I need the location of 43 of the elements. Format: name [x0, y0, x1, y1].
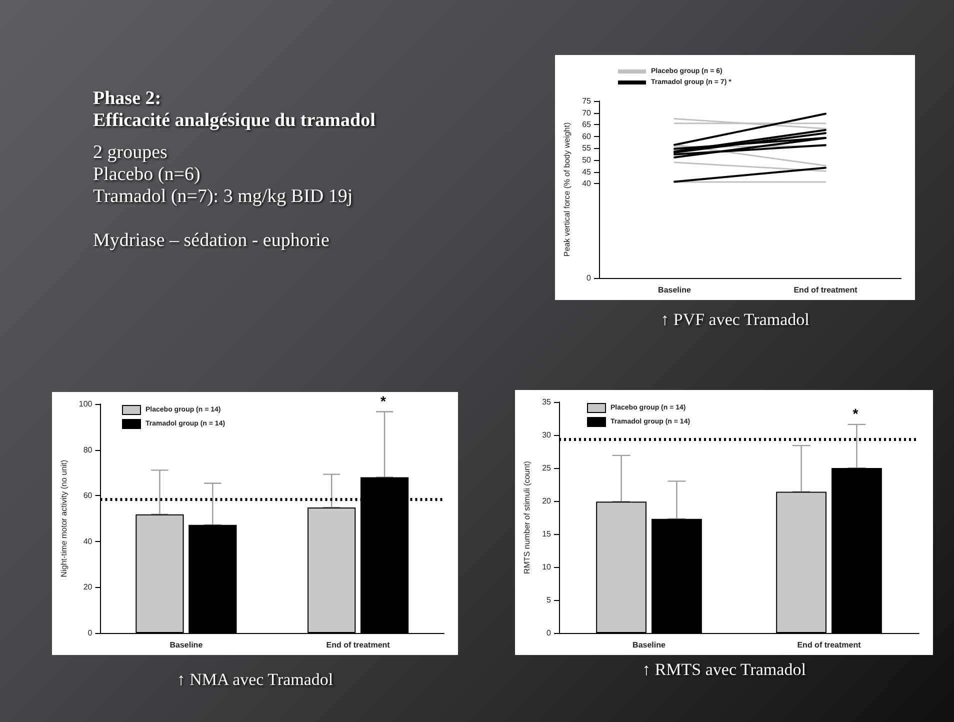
text: ↑ PVF avec Tramadol [660, 310, 810, 330]
text: ↑ NMA avec Tramadol [176, 670, 334, 690]
x-tick-label: Baseline [632, 640, 666, 650]
text: Tramadol (n=7): 3 mg/kg BID 19j [93, 186, 354, 208]
y-tick-label: 30 [542, 430, 552, 440]
x-tick-label: End of treatment [794, 286, 858, 294]
x-tick-label: End of treatment [797, 640, 862, 650]
y-tick-label: 40 [83, 536, 93, 546]
y-tick-label: 35 [542, 398, 552, 406]
y-tick-label: 25 [542, 464, 552, 472]
x-tick-label: End of treatment [326, 640, 390, 650]
x-tick-label: Baseline [658, 286, 692, 294]
y-tick-label: 20 [83, 582, 93, 592]
y-tick-label: 60 [83, 491, 93, 500]
y-tick-label: 45 [582, 167, 592, 176]
y-tick-label: 0 [546, 628, 552, 638]
y-axis-title: Peak vertical force (% of body weight) [562, 122, 572, 257]
y-tick-label: 55 [582, 144, 592, 153]
y-tick-label: 75 [582, 96, 592, 106]
y-tick-label: 5 [546, 596, 552, 604]
text: Placebo (n=6) [93, 164, 202, 186]
y-tick-label: 40 [582, 179, 592, 188]
x-tick-label: Baseline [170, 640, 204, 650]
text: Mydriase – sédation - euphorie [93, 230, 330, 252]
text: 2 groupes [93, 142, 168, 164]
y-tick-label: 10 [542, 562, 552, 572]
y-tick-label: 50 [582, 156, 592, 164]
annotation: * [380, 392, 387, 409]
text: Phase 2: [93, 88, 162, 110]
y-axis-title: Night-time motor activity (no unit) [60, 459, 68, 578]
text: ↑ RMTS avec Tramadol [641, 660, 807, 680]
text: Efficacité analgésique du tramadol [93, 110, 376, 132]
y-axis-title: RMTS number of stimuli (count) [522, 460, 532, 574]
y-tick-label: 0 [586, 274, 592, 282]
y-tick-label: 100 [78, 400, 93, 408]
y-tick-label: 80 [83, 445, 93, 454]
y-tick-label: 70 [582, 108, 592, 118]
annotation: * [852, 405, 859, 422]
y-tick-label: 20 [542, 496, 552, 506]
y-tick-label: 60 [582, 132, 592, 141]
y-tick-label: 65 [582, 120, 592, 130]
y-tick-label: 0 [88, 628, 93, 638]
y-tick-label: 15 [542, 530, 552, 538]
